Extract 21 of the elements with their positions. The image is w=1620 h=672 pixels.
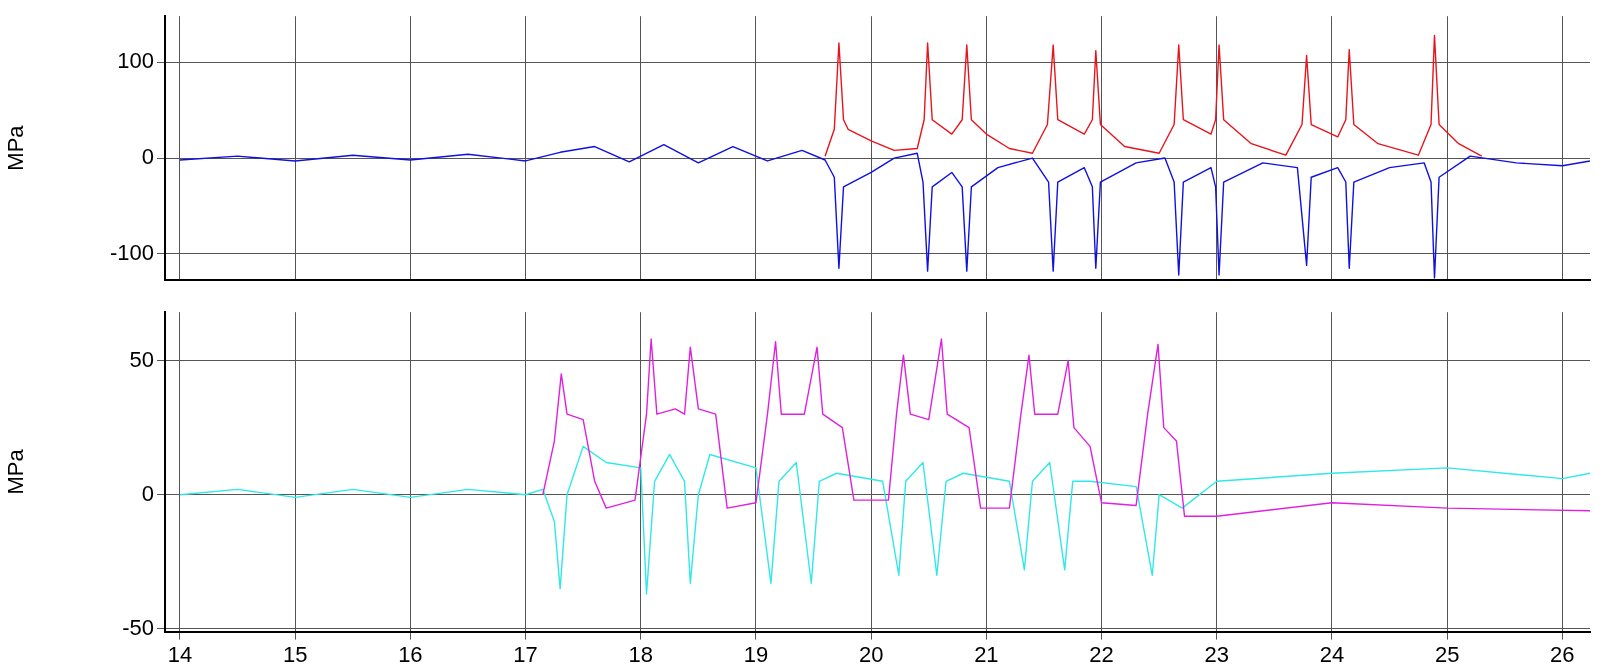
x-tick-label: 18 [628, 641, 654, 667]
x-tick-label: 16 [398, 641, 423, 667]
x-tick-label: 15 [282, 641, 308, 667]
x-tick-label: 19 [743, 641, 769, 667]
y-tick-label: -100 [109, 239, 154, 265]
y-tick-label: 0 [141, 144, 154, 170]
y-axis-title: MPa [3, 124, 29, 171]
x-tick-label: 23 [1204, 641, 1229, 667]
x-tick-label: 25 [1434, 641, 1460, 667]
y-tick-label: -50 [122, 614, 154, 640]
x-tick-label: 14 [167, 641, 193, 667]
x-tick-label: 20 [858, 641, 884, 667]
x-tick-label: 21 [974, 641, 999, 667]
x-tick-label: 24 [1319, 641, 1345, 667]
x-tick-label: 17 [513, 641, 538, 667]
y-tick-label: 0 [141, 480, 154, 506]
x-tick-label: 26 [1550, 641, 1575, 667]
y-tick-label: 100 [117, 48, 154, 74]
y-axis-title: MPa [3, 448, 29, 495]
y-tick-label: 50 [129, 346, 154, 372]
x-tick-label: 22 [1089, 641, 1114, 667]
